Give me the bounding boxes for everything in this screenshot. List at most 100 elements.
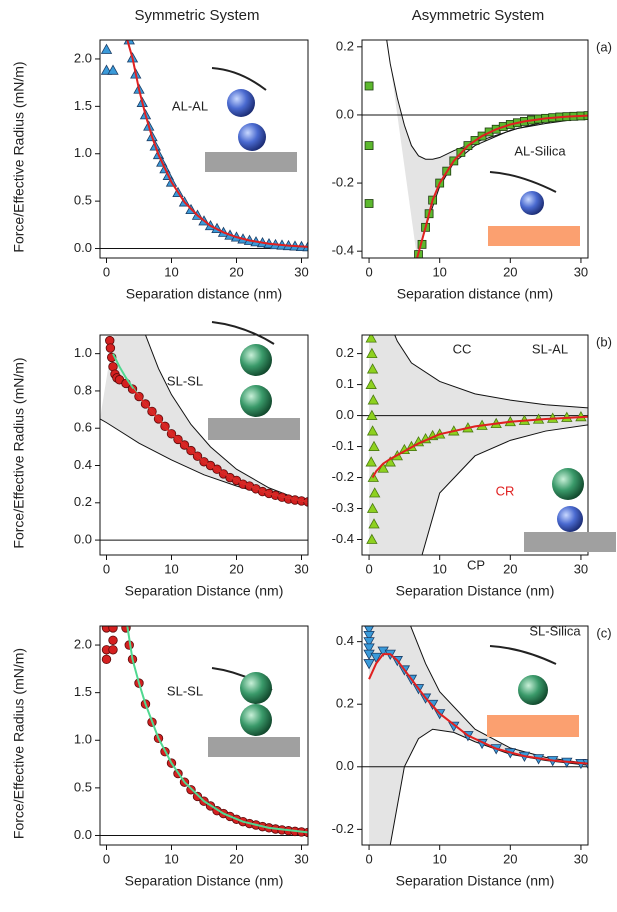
x-tick-label: 30 bbox=[294, 561, 308, 576]
x-tick-label: 0 bbox=[365, 851, 372, 866]
y-tick-label: 0.0 bbox=[336, 106, 354, 121]
annotation: SL-SL bbox=[167, 683, 203, 698]
column-title: Symmetric System bbox=[134, 7, 259, 24]
x-tick-label: 20 bbox=[229, 264, 243, 279]
plot-area bbox=[362, 626, 588, 845]
fit-line bbox=[368, 653, 588, 765]
annotation: CP bbox=[467, 557, 485, 572]
x-tick-label: 0 bbox=[365, 264, 372, 279]
y-tick-label: 0.2 bbox=[74, 494, 92, 509]
marker bbox=[369, 487, 381, 498]
panel-label: (c) bbox=[596, 625, 611, 640]
x-tick-label: 30 bbox=[294, 264, 308, 279]
y-tick-label: 0.2 bbox=[336, 696, 354, 711]
panel-label: (b) bbox=[596, 334, 612, 349]
x-tick-label: 0 bbox=[103, 851, 110, 866]
marker bbox=[366, 363, 379, 374]
x-tick-label: 10 bbox=[432, 851, 446, 866]
fit-line bbox=[371, 415, 588, 479]
y-tick-label: 0.5 bbox=[74, 779, 92, 794]
fit-line bbox=[126, 40, 308, 248]
y-tick-label: -0.2 bbox=[332, 175, 354, 190]
y-tick-label: 2.0 bbox=[74, 636, 92, 651]
x-tick-label: 30 bbox=[574, 851, 588, 866]
x-tick-label: 20 bbox=[503, 851, 517, 866]
marker bbox=[363, 637, 375, 648]
y-tick-label: -0.2 bbox=[332, 469, 354, 484]
frame bbox=[361, 625, 589, 846]
marker bbox=[364, 141, 374, 150]
marker bbox=[107, 64, 119, 75]
panel: 0.0 0.5 1.0 1.5 2.0 0 10 20 30 Separation Distanc… bbox=[11, 625, 309, 889]
y-tick-label: 2.0 bbox=[74, 50, 92, 65]
y-tick-label: 0.0 bbox=[74, 532, 92, 547]
panel: -0.4 -0.2 0.0 0.2 0 10 20 30 Separation distance… bbox=[332, 38, 589, 302]
x-tick-label: 20 bbox=[229, 561, 243, 576]
y-tick-label: 0.1 bbox=[336, 376, 354, 391]
annotation: AL-Silica bbox=[514, 143, 566, 158]
column-title: Asymmetric System bbox=[412, 7, 545, 24]
band-edge bbox=[369, 424, 588, 555]
x-tick-label: 10 bbox=[164, 851, 178, 866]
y-tick-label: 1.5 bbox=[74, 98, 92, 113]
y-tick-label: 0.6 bbox=[74, 420, 92, 435]
fit-line bbox=[126, 626, 308, 834]
marker bbox=[366, 347, 378, 358]
panel: -0.2 0.0 0.2 0.4 0 10 20 30 Separation Distance … bbox=[332, 625, 589, 889]
band-edge bbox=[394, 335, 588, 409]
y-tick-label: 1.0 bbox=[74, 145, 92, 160]
marker bbox=[105, 343, 116, 353]
x-tick-label: 20 bbox=[229, 851, 243, 866]
y-tick-label: 0.0 bbox=[74, 240, 92, 255]
marker bbox=[100, 43, 113, 54]
annotation: AL-AL bbox=[172, 98, 208, 113]
marker bbox=[363, 643, 375, 654]
y-tick-label: 0.4 bbox=[336, 633, 354, 648]
marker bbox=[364, 81, 374, 91]
y-tick-label: 1.0 bbox=[74, 345, 92, 360]
marker bbox=[367, 394, 379, 405]
plot-area bbox=[362, 335, 588, 555]
marker bbox=[370, 652, 382, 664]
plot-area bbox=[100, 335, 308, 541]
marker bbox=[101, 654, 112, 665]
y-tick-label: -0.1 bbox=[332, 438, 354, 453]
y-tick-label: -0.4 bbox=[332, 243, 354, 258]
marker bbox=[365, 456, 377, 467]
band-area bbox=[369, 626, 588, 845]
panel: 0.0 0.2 0.4 0.6 0.8 1.0 0 10 20 30 Separation Dist… bbox=[11, 334, 309, 599]
marker bbox=[108, 635, 118, 645]
y-tick-label: 0.0 bbox=[74, 827, 92, 842]
y-tick-label: 0.0 bbox=[336, 407, 354, 422]
marker bbox=[364, 626, 375, 635]
x-tick-label: 10 bbox=[164, 561, 178, 576]
frame bbox=[361, 334, 589, 556]
marker bbox=[366, 533, 378, 544]
panel: 0.0 0.5 1.0 1.5 2.0 0 10 20 30 Separation distanc… bbox=[11, 39, 309, 302]
x-tick-label: 10 bbox=[164, 264, 178, 279]
annotation: SL-Silica bbox=[529, 623, 581, 638]
marker bbox=[368, 440, 380, 451]
frame bbox=[99, 39, 309, 259]
marker bbox=[366, 409, 378, 420]
marker bbox=[192, 791, 203, 802]
x-tick-label: 30 bbox=[574, 561, 588, 576]
frame bbox=[99, 334, 309, 556]
fit-line bbox=[416, 114, 588, 258]
marker bbox=[365, 378, 377, 389]
y-tick-label: -0.3 bbox=[332, 500, 354, 515]
panel-label: (a) bbox=[596, 39, 612, 54]
y-tick-label: 1.0 bbox=[74, 732, 92, 747]
y-tick-label: -0.4 bbox=[332, 531, 354, 546]
x-axis-label: Separation distance (nm) bbox=[126, 286, 282, 302]
y-tick-label: 1.5 bbox=[74, 684, 92, 699]
x-tick-label: 0 bbox=[103, 264, 110, 279]
marker bbox=[364, 199, 374, 208]
x-axis-label: Separation Distance (nm) bbox=[396, 873, 555, 889]
fit-line bbox=[131, 388, 308, 503]
marker bbox=[365, 335, 377, 343]
y-axis-label: Force/Effective Radius (mN/m) bbox=[11, 61, 27, 252]
x-axis-label: Separation Distance (nm) bbox=[125, 873, 284, 889]
annotation: SL-SL bbox=[167, 373, 203, 388]
